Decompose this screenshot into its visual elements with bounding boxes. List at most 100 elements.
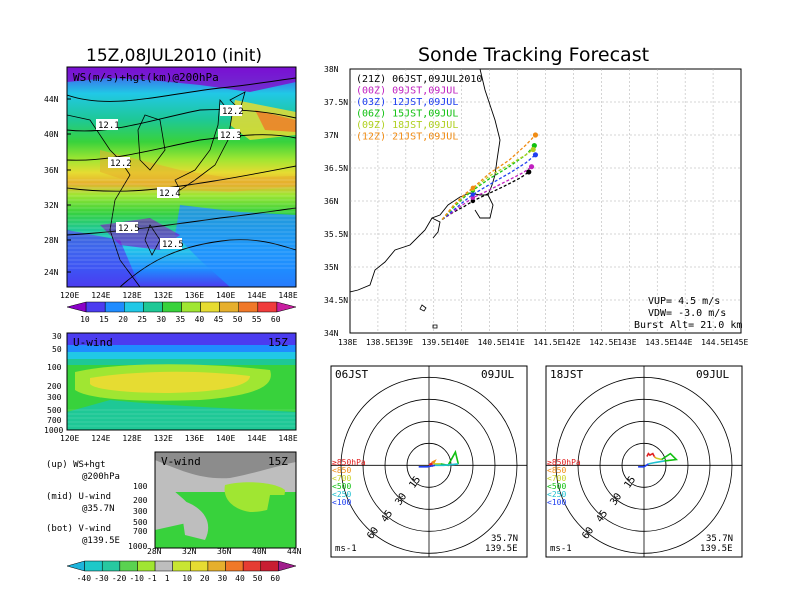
track-legend-entry: (06Z) 15JST,09JUL — [356, 109, 458, 120]
u-y-tick: 500 — [47, 406, 62, 415]
track-burst-point — [470, 195, 476, 200]
track-y-tick: 35.5N — [324, 230, 348, 239]
hodograph-lon: 139.5E — [485, 544, 518, 554]
colorbar2-swatch — [260, 560, 279, 572]
colorbar-swatch — [124, 301, 144, 313]
track-line — [441, 154, 536, 220]
colorbar2-swatch — [101, 560, 121, 572]
map-x-tick: 140E — [216, 291, 235, 300]
track-x-tick: 144.5E — [701, 338, 730, 347]
u-y-tick: 30 — [52, 332, 62, 341]
u-x-tick: 136E — [185, 434, 204, 443]
track-burst-point — [470, 185, 476, 190]
v-x-tick: 28N — [147, 547, 162, 556]
colorbar2-tick: -1 — [147, 574, 157, 583]
u-y-tick: 300 — [47, 393, 62, 402]
u-y-tick: 50 — [52, 345, 62, 354]
colorbar-swatch — [143, 301, 163, 313]
colorbar-tick: 20 — [118, 315, 128, 324]
track-y-tick: 37N — [324, 131, 339, 140]
colorbar2-swatch — [242, 560, 262, 572]
track-y-tick: 35N — [324, 263, 339, 272]
v-y-tick: 100 — [133, 482, 148, 491]
note-line1: (up) WS+hgt — [46, 460, 106, 470]
map-x-tick: 132E — [154, 291, 173, 300]
colorbar-tick: 15 — [99, 315, 109, 324]
colorbar2-swatch — [225, 560, 244, 572]
colorbar2-swatch — [154, 560, 173, 572]
colorbar2-swatch — [119, 560, 138, 572]
track-burst-point — [470, 198, 476, 204]
contour-label: 12.2 — [222, 107, 244, 117]
colorbar2-tick: 20 — [200, 574, 210, 583]
vdw-param: VDW= -3.0 m/s — [648, 308, 726, 319]
colorbar-swatch — [66, 301, 87, 313]
hodograph-lat: 35.7N — [706, 534, 733, 544]
hodograph-trace — [434, 463, 459, 467]
vup-param: VUP= 4.5 m/s — [648, 296, 720, 307]
hodograph-legend-entry: <100 — [332, 498, 351, 507]
track-x-tick: 140.5E — [478, 338, 507, 347]
track-y-tick: 38N — [324, 65, 339, 74]
v-x-tick: 36N — [217, 547, 232, 556]
track-x-tick: 138.5E — [366, 338, 395, 347]
track-endpoint — [532, 132, 539, 138]
map-x-tick: 124E — [91, 291, 110, 300]
hodograph-legend-entry: <500 — [332, 482, 351, 491]
map-panel-label: WS(m/s)+hgt(km)@200hPa — [73, 71, 219, 84]
map-x-tick: 128E — [122, 291, 141, 300]
track-x-tick: 141.5E — [534, 338, 563, 347]
colorbar-tick: 45 — [214, 315, 224, 324]
track-x-tick: 143.5E — [645, 338, 674, 347]
contour-label: 12.4 — [159, 189, 181, 199]
hodograph-legend-entry: <250 — [332, 490, 351, 499]
colorbar2-tick: -30 — [94, 574, 109, 583]
hodograph-trace — [638, 463, 649, 468]
v-x-tick: 40N — [252, 547, 267, 556]
track-y-tick: 37.5N — [324, 98, 348, 107]
colorbar-swatch — [257, 301, 278, 313]
colorbar-swatch — [238, 301, 259, 313]
hodograph-trace — [653, 455, 657, 459]
colorbar2-tick: 30 — [218, 574, 228, 583]
u-x-tick: 128E — [122, 434, 141, 443]
track-x-tick: 144E — [673, 338, 692, 347]
track-endpoint — [526, 169, 532, 175]
hodograph-unit: ms-1 — [335, 544, 357, 554]
colorbar2-tick: 10 — [182, 574, 192, 583]
colorbar-swatch — [219, 301, 239, 313]
v-wind-label: V-wind — [161, 455, 201, 468]
colorbar-tick: 30 — [156, 315, 166, 324]
track-x-tick: 142.5E — [589, 338, 618, 347]
track-y-tick: 34N — [324, 329, 339, 338]
colorbar-swatch — [85, 301, 106, 313]
hodograph-trace — [646, 452, 656, 457]
burst-param: Burst Alt= 21.0 km — [634, 320, 742, 331]
map-title: 15Z,08JUL2010 (init) — [86, 46, 263, 66]
hodograph-legend-entry: <700 — [332, 474, 351, 483]
u-y-tick: 700 — [47, 416, 62, 425]
u-y-tick: 1000 — [44, 426, 63, 435]
map-y-tick: 40N — [44, 130, 59, 139]
colorbar2-swatch — [278, 560, 297, 572]
track-endpoint — [530, 146, 536, 153]
note-line3: (mid) U-wind — [46, 492, 112, 502]
track-endpoint — [532, 152, 539, 158]
colorbar-swatch — [200, 301, 220, 313]
track-legend-entry: (09Z) 18JST,09JUL — [356, 120, 458, 131]
colorbar2-swatch — [66, 560, 85, 572]
track-x-tick: 138E — [338, 338, 357, 347]
u-x-tick: 124E — [91, 434, 110, 443]
colorbar-tick: 60 — [271, 315, 281, 324]
note-line4: @35.7N — [82, 504, 115, 514]
note-line5: (bot) V-wind — [46, 524, 112, 534]
hodograph-legend-entry: <500 — [547, 482, 566, 491]
colorbar2-swatch — [190, 560, 209, 572]
hodograph-legend-entry: ≥850hPa — [332, 458, 366, 467]
hodograph-trace — [648, 460, 665, 465]
hodograph-trace — [431, 459, 437, 465]
contour-label: 12.1 — [98, 121, 120, 131]
u-y-tick: 200 — [47, 382, 62, 391]
v-y-tick: 300 — [133, 507, 148, 516]
